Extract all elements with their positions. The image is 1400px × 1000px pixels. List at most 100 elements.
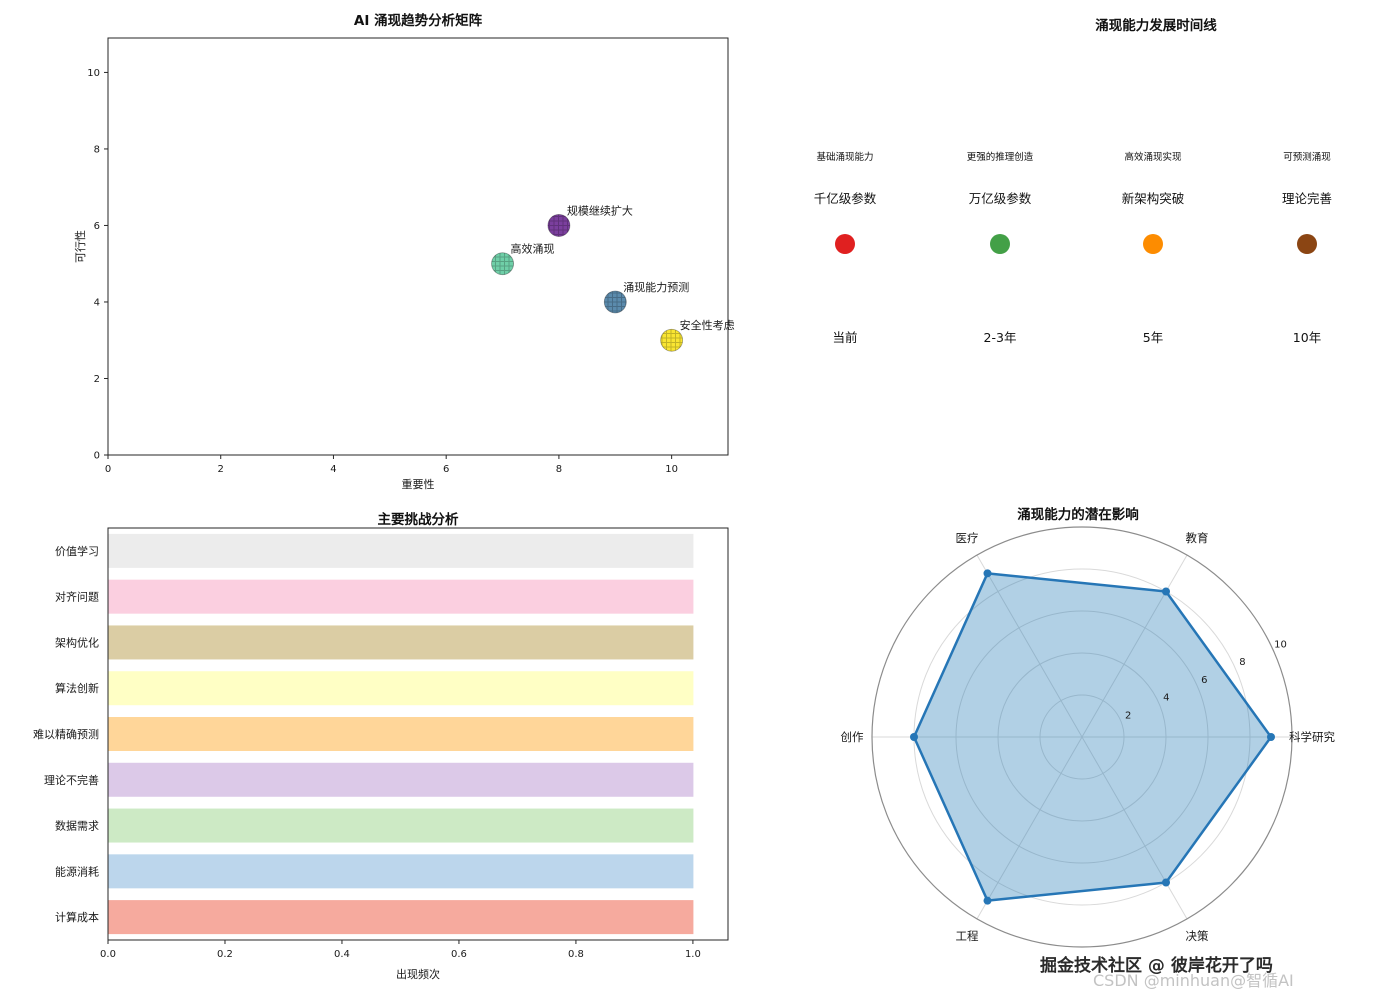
- milestone-dot[interactable]: [835, 234, 855, 254]
- bar-category-label: 价值学习: [55, 544, 99, 558]
- tick-label: 10: [87, 68, 100, 79]
- radar-vertex[interactable]: [983, 896, 992, 905]
- bar-chart-title: 主要挑战分析: [377, 512, 459, 528]
- scatter-point-hatch: [547, 214, 570, 237]
- radar-vertex[interactable]: [1267, 733, 1275, 741]
- challenge-bar[interactable]: [108, 900, 694, 935]
- milestone-dot[interactable]: [1297, 234, 1317, 254]
- milestone-scale-label: 万亿级参数: [968, 191, 1032, 206]
- tick-label: 4: [94, 297, 100, 308]
- radar-spoke: [1081, 736, 1188, 920]
- challenge-bar[interactable]: [108, 808, 694, 843]
- scatter-point-hatch: [604, 290, 627, 313]
- bar-category-label: 难以精确预测: [33, 728, 99, 741]
- timeline-panel-title: 涌现能力发展时间线: [1095, 18, 1217, 34]
- y-axis-label: 可行性: [73, 230, 87, 263]
- x-axis-label: 出现频次: [396, 967, 440, 981]
- milestone-time-label: 当前: [832, 330, 858, 345]
- bar-category-label: 对齐问题: [55, 590, 99, 604]
- tick-label: 0.8: [568, 949, 584, 960]
- tick-label: 0: [94, 451, 100, 462]
- radar-chart-title: 涌现能力的潜在影响: [1017, 507, 1139, 523]
- radar-spoke: [1081, 554, 1188, 738]
- scatter-point-label: 高效涌现: [511, 242, 555, 256]
- radar-axis-label: 创作: [841, 730, 864, 744]
- x-axis-label: 重要性: [402, 477, 435, 491]
- radar-axis-label: 科学研究: [1289, 730, 1335, 744]
- challenge-bar[interactable]: [108, 671, 694, 706]
- tick-label: 8: [94, 144, 100, 155]
- radar-vertex[interactable]: [1162, 878, 1170, 887]
- watermark-juejin: 掘金技术社区 @ 彼岸花开了吗: [1040, 956, 1273, 976]
- bar-category-label: 架构优化: [55, 635, 99, 649]
- radar-axis-label: 医疗: [956, 531, 979, 545]
- plot-frame: [107, 527, 729, 941]
- timeline-milestone: 可预测涌现理论完善 10年: [1227, 0, 1387, 400]
- challenge-bar[interactable]: [108, 625, 694, 660]
- timeline-milestone: 更强的推理创造万亿级参数 2-3年: [920, 0, 1080, 400]
- tick-label: 2: [94, 374, 100, 385]
- milestone-dot[interactable]: [1143, 234, 1163, 254]
- challenge-bar[interactable]: [108, 533, 694, 568]
- tick-label: 2: [218, 464, 224, 475]
- radar-rtick-label: 6: [1201, 675, 1207, 686]
- bar-category-label: 计算成本: [55, 910, 99, 924]
- radar-rtick-label: 8: [1239, 657, 1245, 668]
- tick-label: 0.4: [334, 949, 350, 960]
- milestone-time-label: 10年: [1292, 330, 1322, 345]
- challenge-bar[interactable]: [108, 717, 694, 751]
- milestone-dot[interactable]: [990, 234, 1010, 254]
- radar-rtick-label: 2: [1125, 710, 1131, 721]
- tick-label: 10: [665, 464, 678, 475]
- scatter-point-hatch: [491, 252, 514, 275]
- radar-rtick-label: 4: [1163, 693, 1169, 704]
- milestone-capability-label: 高效涌现实现: [1124, 152, 1182, 163]
- tick-label: 1.0: [685, 949, 701, 960]
- bar-category-label: 理论不完善: [44, 773, 99, 787]
- tick-label: 6: [443, 464, 449, 475]
- radar-vertex[interactable]: [910, 733, 918, 741]
- scatter-chart-title: AI 涌现趋势分析矩阵: [353, 13, 483, 29]
- bar-category-label: 算法创新: [55, 681, 99, 695]
- radar-vertex[interactable]: [1162, 587, 1170, 596]
- radar-vertex[interactable]: [983, 569, 992, 578]
- timeline-milestone: 基础涌现能力千亿级参数当前: [765, 0, 925, 400]
- milestone-scale-label: 新架构突破: [1121, 191, 1185, 206]
- tick-label: 4: [330, 464, 336, 475]
- radar-outline: [871, 526, 1293, 948]
- scatter-point-label: 规模继续扩大: [567, 203, 633, 217]
- radar-axis-label: 决策: [1186, 929, 1209, 943]
- timeline-milestone: 高效涌现实现新架构突破 5年: [1073, 0, 1233, 400]
- radar-axis-label: 工程: [956, 929, 979, 943]
- tick-label: 8: [556, 464, 562, 475]
- tick-label: 0.6: [451, 949, 467, 960]
- bar-category-label: 数据需求: [55, 819, 99, 833]
- tick-label: 0.2: [217, 949, 233, 960]
- milestone-time-label: 5年: [1142, 330, 1164, 345]
- milestone-scale-label: 理论完善: [1281, 191, 1332, 206]
- milestone-capability-label: 可预测涌现: [1283, 152, 1331, 163]
- radar-axis-label: 教育: [1186, 531, 1209, 545]
- radar-polygon: [912, 572, 1273, 902]
- timeline-panel: 基础涌现能力千亿级参数当前 更强的推理创造万亿级参数 2-3年 高效涌现实现新架构突破…: [770, 0, 1400, 500]
- milestone-capability-label: 基础涌现能力: [816, 152, 874, 163]
- milestone-time-label: 2-3年: [983, 330, 1017, 345]
- challenge-bar[interactable]: [108, 762, 694, 797]
- scatter-point-hatch: [660, 329, 683, 352]
- tick-label: 0: [105, 464, 111, 475]
- watermark-csdn: CSDN @minhuan@智循AI: [1093, 971, 1294, 990]
- tick-label: 0.0: [100, 949, 116, 960]
- milestone-capability-label: 更强的推理创造: [966, 152, 1034, 163]
- scatter-point-label: 涌现能力预测: [623, 280, 689, 294]
- bar-category-label: 能源消耗: [55, 864, 99, 878]
- challenge-bar[interactable]: [108, 854, 694, 889]
- radar-spoke: [976, 736, 1083, 920]
- milestone-scale-label: 千亿级参数: [813, 191, 877, 206]
- challenge-bar[interactable]: [108, 579, 694, 614]
- trend-matrix-chart: 0 2 4 6 8 10 0 2 4 6 8 10 重要性 可行性 规模继续扩大高效涌现涌现能力预测安全性考…: [73, 37, 735, 491]
- plot-frame: [107, 37, 729, 456]
- scatter-point-label: 安全性考虑: [680, 318, 735, 332]
- tick-label: 6: [94, 221, 100, 232]
